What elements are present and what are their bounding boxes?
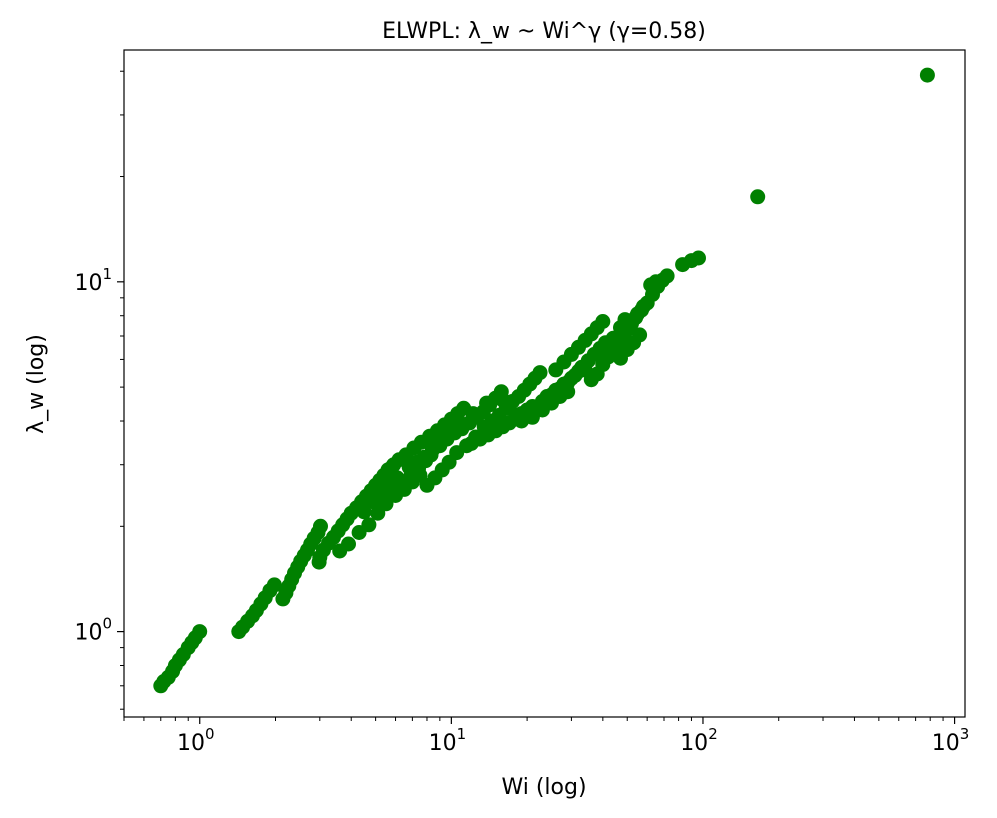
data-point bbox=[266, 577, 282, 593]
data-point bbox=[365, 494, 381, 510]
data-point bbox=[384, 459, 400, 475]
data-point bbox=[532, 365, 548, 381]
data-point bbox=[423, 447, 439, 463]
data-point bbox=[480, 427, 496, 443]
data-point bbox=[659, 268, 675, 284]
data-point bbox=[479, 395, 495, 411]
chart-title: ELWPL: λ_w ~ Wi^γ (γ=0.58) bbox=[382, 19, 706, 44]
data-point bbox=[361, 517, 377, 533]
x-tick-label: 102 bbox=[680, 725, 718, 756]
plot-frame bbox=[123, 49, 966, 718]
y-tick-label: 101 bbox=[74, 265, 112, 296]
data-point bbox=[313, 518, 328, 534]
data-point bbox=[605, 330, 621, 346]
data-points bbox=[153, 67, 935, 694]
data-point bbox=[519, 404, 535, 420]
data-point bbox=[341, 536, 356, 552]
data-point bbox=[356, 504, 372, 520]
y-axis: 100 101 bbox=[74, 70, 124, 710]
x-tick-label: 100 bbox=[177, 725, 215, 756]
data-point bbox=[632, 327, 648, 343]
data-point bbox=[465, 406, 481, 422]
x-axis: 100 101 102 103 bbox=[123, 717, 969, 756]
data-point bbox=[192, 624, 208, 640]
data-point bbox=[750, 189, 766, 205]
data-point bbox=[560, 384, 576, 400]
data-point bbox=[495, 419, 511, 435]
data-point bbox=[919, 67, 935, 83]
data-point bbox=[691, 250, 706, 266]
data-point bbox=[635, 299, 651, 314]
data-point bbox=[452, 415, 468, 431]
data-point bbox=[463, 436, 479, 451]
y-tick-label: 100 bbox=[74, 615, 112, 646]
data-point bbox=[508, 409, 524, 425]
x-axis-label: Wi (log) bbox=[501, 775, 586, 800]
y-axis-label: λ_w (log) bbox=[24, 334, 49, 434]
data-point bbox=[648, 274, 664, 290]
data-point bbox=[595, 314, 611, 329]
data-point bbox=[617, 312, 633, 328]
data-point bbox=[440, 421, 456, 437]
